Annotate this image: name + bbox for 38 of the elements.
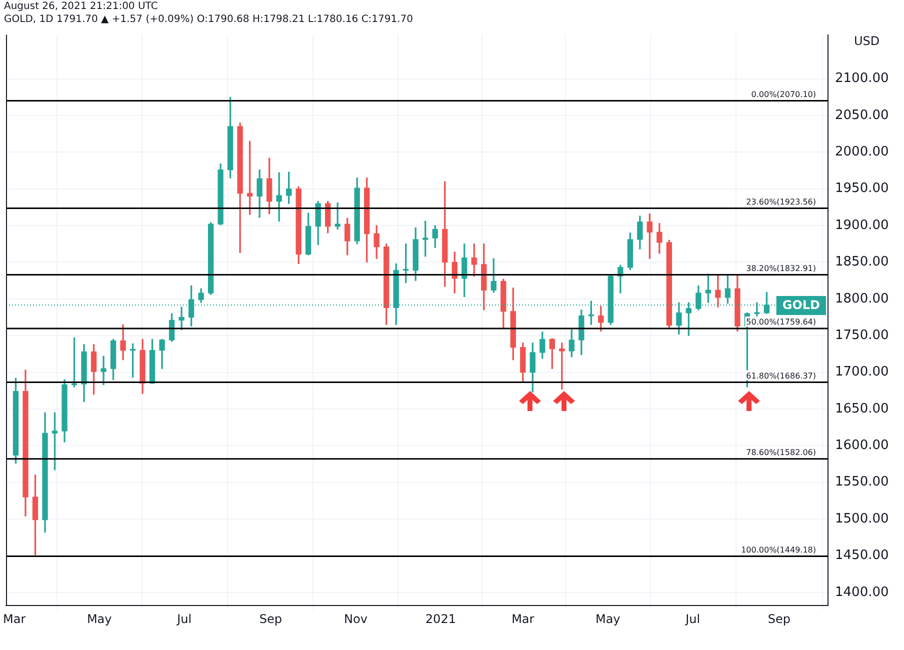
chart-title: GOLD, 1D 1791.70 ▲ +1.57 (+0.09%) O:1790.68 H:1798.21 L:1780.16 C:1791.70 xyxy=(4,14,414,25)
y-tick-label: 1550.00 xyxy=(835,474,889,490)
y-tick-label: 1400.00 xyxy=(835,584,889,600)
y-tick-label: 1900.00 xyxy=(835,218,889,233)
y-tick-label: 1950.00 xyxy=(835,181,889,196)
candlestick xyxy=(100,356,106,386)
chart-subtitle: August 26, 2021 21:21:00 UTC xyxy=(4,1,158,12)
x-tick-label: Sep xyxy=(259,612,282,626)
candlestick xyxy=(276,172,282,222)
ref-line-label: GOLD xyxy=(782,298,820,312)
ref-line-label: 23.60%(1923.56) xyxy=(746,197,816,206)
y-tick-label: 1750.00 xyxy=(835,328,889,343)
x-tick-label: Mar xyxy=(3,612,26,626)
y-tick-label: 1800.00 xyxy=(835,291,889,306)
y-tick-label: 1650.00 xyxy=(835,401,889,416)
y-tick-label: 1850.00 xyxy=(835,254,889,270)
x-tick-label: Sep xyxy=(768,612,791,626)
y-axis-title: USD xyxy=(852,34,882,48)
y-tick-label: 1600.00 xyxy=(835,438,889,454)
y-tick-label: 2100.00 xyxy=(835,71,889,86)
x-tick-label: Nov xyxy=(344,612,368,626)
ref-line-label: 78.60%(1582.06) xyxy=(746,448,816,457)
y-tick-label: 1700.00 xyxy=(835,364,889,380)
x-tick-label: May xyxy=(86,612,112,626)
x-tick-label: May xyxy=(595,612,620,626)
ref-line-label: 100.00%(1449.18) xyxy=(741,545,816,554)
y-tick-label: 2050.00 xyxy=(835,108,889,123)
x-tick-label: Jul xyxy=(684,612,700,626)
ref-line-label: 50.00%(1759.64) xyxy=(746,318,816,327)
y-tick-label: 2000.00 xyxy=(835,144,889,160)
x-tick-label: Mar xyxy=(512,612,534,626)
y-tick-label: 1450.00 xyxy=(835,548,889,564)
x-tick-label: 2021 xyxy=(425,612,456,626)
x-tick-label: Jul xyxy=(176,612,192,626)
ref-line-label: 38.20%(1832.91) xyxy=(746,264,816,273)
y-tick-label: 1500.00 xyxy=(835,511,889,526)
ref-line-label: 0.00%(2070.10) xyxy=(751,90,816,99)
ref-line-label: 61.80%(1686.37) xyxy=(746,371,816,380)
